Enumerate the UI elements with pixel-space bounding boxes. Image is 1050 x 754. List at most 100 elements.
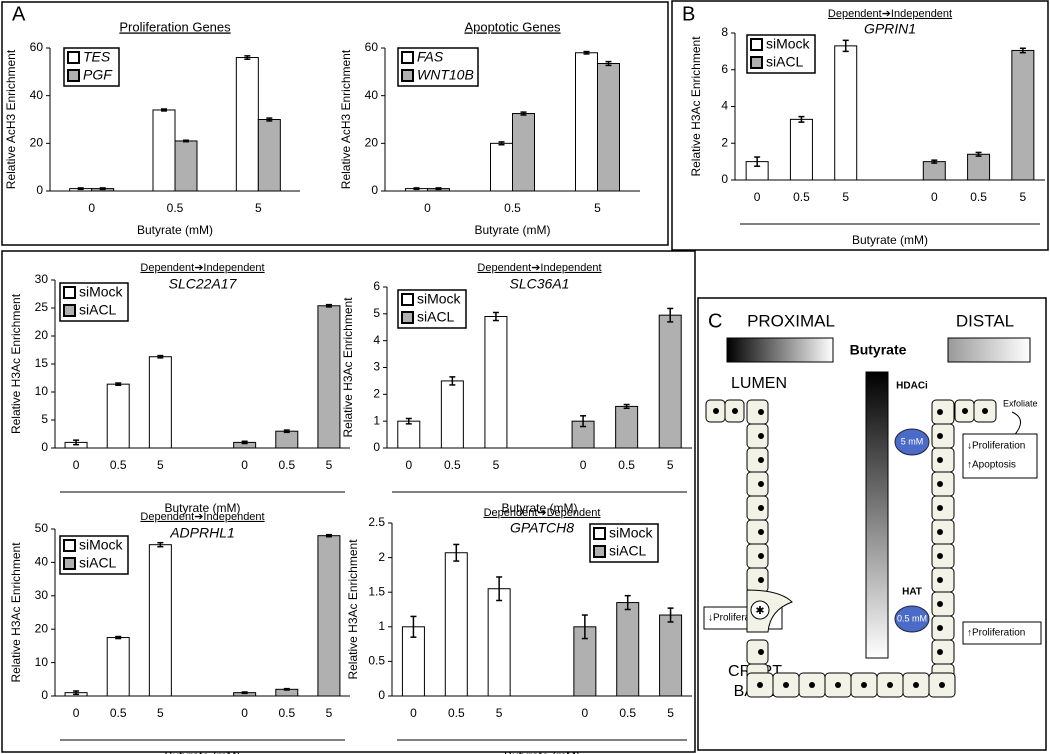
error-bar xyxy=(624,594,631,611)
x-tick-label: 0 xyxy=(88,201,95,215)
y-tick-label: 40 xyxy=(30,88,44,102)
legend-swatch xyxy=(67,69,80,82)
bar xyxy=(834,45,858,181)
label: 5 mM xyxy=(901,436,924,446)
legend-label: siACL xyxy=(79,302,117,318)
error-bar xyxy=(1019,47,1026,54)
nucleus xyxy=(757,682,763,688)
nucleus xyxy=(758,649,764,655)
x-axis-label: Butyrate (mM) xyxy=(852,233,928,247)
bar xyxy=(615,405,639,449)
bar xyxy=(444,552,468,697)
error-bar xyxy=(325,533,332,538)
legend-label: siACL xyxy=(79,555,117,571)
error-bar xyxy=(581,614,588,640)
y-tick-label: 0 xyxy=(371,183,378,197)
y-axis-label: Relative H3Ac Enrichment xyxy=(689,36,703,177)
x-tick-label: 0.5 xyxy=(110,458,127,472)
error-bar xyxy=(115,382,122,387)
bar xyxy=(616,602,640,697)
y-axis-label: Relative H3Ac Enrichment xyxy=(9,542,23,683)
x-tick-label: 0.5 xyxy=(278,458,295,472)
y-axis-label: Relative H3Ac Enrichment xyxy=(9,293,23,434)
y-tick-label: 0 xyxy=(41,440,48,454)
effect-box xyxy=(962,433,1038,479)
x-tick-label: 0 xyxy=(241,458,248,472)
x-axis-label: Butyrate (mM) xyxy=(137,223,213,237)
x-tick-label: 0.5 xyxy=(970,190,987,204)
nucleus xyxy=(758,433,764,439)
y-tick-label: 6 xyxy=(721,62,728,76)
x-tick-label: 0 xyxy=(424,201,431,215)
x-tick-label: 0 xyxy=(580,458,587,472)
cell xyxy=(746,639,769,665)
label: DISTAL xyxy=(956,311,1014,330)
dose-marker xyxy=(894,605,930,633)
legend-swatch xyxy=(63,286,76,299)
panel-lower-border xyxy=(1,250,696,753)
nucleus xyxy=(937,433,943,439)
label: ↓Proliferation xyxy=(708,613,766,624)
panel-letter: A xyxy=(12,3,26,25)
bar xyxy=(487,588,511,697)
legend-label: FAS xyxy=(417,49,444,65)
panel-b-border xyxy=(671,0,1049,251)
x-tick-label: 0 xyxy=(931,190,938,204)
cell xyxy=(746,543,769,569)
bar xyxy=(235,57,259,192)
x-tick-label: 5 xyxy=(157,706,164,720)
y-axis-label: Relative H3Ac Enrichment xyxy=(346,539,360,680)
bar xyxy=(922,161,946,181)
x-tick-label: 0.5 xyxy=(444,458,461,472)
error-bar xyxy=(498,141,505,146)
error-bar xyxy=(520,111,527,116)
nucleus xyxy=(937,649,943,655)
legend-label: TES xyxy=(83,49,111,65)
error-bar xyxy=(157,541,164,548)
legend-label: siMock xyxy=(766,36,811,52)
nucleus xyxy=(758,505,764,511)
legend-swatch xyxy=(401,69,414,82)
chart-subtitle: Dependent➔Independent xyxy=(140,262,264,274)
y-tick-label: 20 xyxy=(30,136,44,150)
legend-label: siMock xyxy=(79,284,124,300)
bar xyxy=(1011,49,1035,181)
panel-letter: C xyxy=(708,310,722,332)
y-tick-label: 25 xyxy=(35,300,49,314)
error-bar xyxy=(413,187,420,191)
x-axis-label: Butyrate (mM) xyxy=(164,749,240,754)
legend-label: PGF xyxy=(83,67,113,83)
bar xyxy=(106,637,130,697)
gradient xyxy=(865,371,889,659)
x-tick-label: 0.5 xyxy=(167,201,184,215)
bar xyxy=(512,113,535,192)
y-tick-label: 4 xyxy=(373,333,380,347)
chart-subtitle: Dependent➔Independent xyxy=(140,511,264,523)
legend-swatch xyxy=(63,539,76,552)
x-tick-label: 0 xyxy=(582,706,589,720)
goblet-cell xyxy=(746,589,793,633)
y-axis-label: Relative AcH3 Enrichment xyxy=(4,49,18,189)
chart-title: ADPRHL1 xyxy=(169,525,235,541)
bar xyxy=(967,153,991,181)
error-bar xyxy=(161,108,167,112)
y-axis-label: Relative H3Ac Enrichment xyxy=(341,297,355,438)
x-tick-label: 0.5 xyxy=(618,458,635,472)
bar xyxy=(597,62,620,192)
panel-letter: B xyxy=(682,3,695,25)
y-tick-label: 0 xyxy=(378,688,385,702)
error-bar xyxy=(77,187,84,191)
y-tick-label: 1 xyxy=(378,619,385,633)
nucleus xyxy=(887,682,893,688)
x-tick-label: 0.5 xyxy=(504,201,521,215)
x-tick-label: 5 xyxy=(667,706,674,720)
error-bar xyxy=(667,607,674,623)
chart-title: SLC22A17 xyxy=(169,276,238,292)
x-tick-label: 5 xyxy=(594,201,601,215)
error-bar xyxy=(754,156,761,167)
bar xyxy=(397,420,421,449)
x-tick-label: 5 xyxy=(493,458,500,472)
y-tick-label: 3 xyxy=(373,360,380,374)
legend-swatch xyxy=(67,51,80,64)
